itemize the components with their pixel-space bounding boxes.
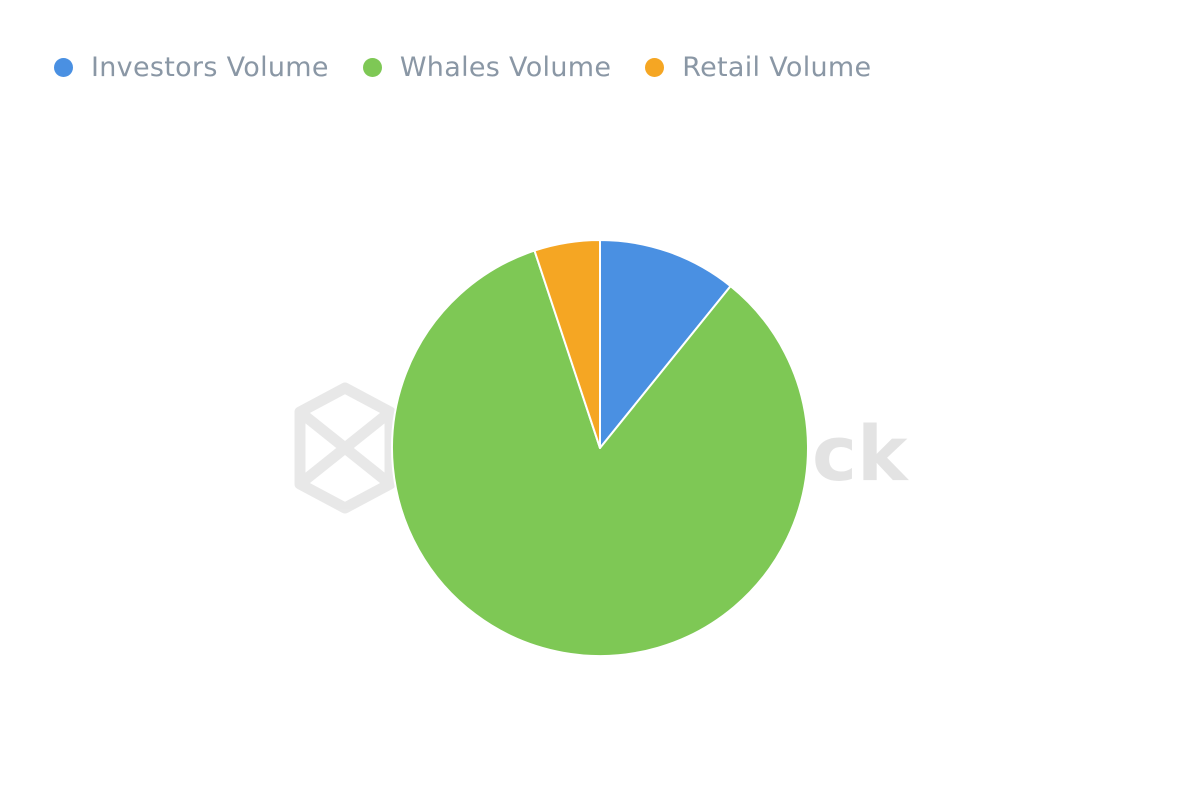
pie-slices bbox=[391, 239, 809, 657]
legend-item-retail-volume[interactable]: Retail Volume bbox=[645, 52, 871, 83]
pie-slice-retail-volume[interactable] bbox=[533, 239, 601, 449]
legend-label-investors-volume: Investors Volume bbox=[91, 52, 329, 83]
watermark-text: ck bbox=[812, 409, 909, 498]
legend: Investors Volume Whales Volume Retail Vo… bbox=[54, 52, 871, 83]
legend-dot-whales-volume bbox=[362, 58, 382, 77]
pie-slice-whales-volume[interactable] bbox=[391, 249, 809, 657]
legend-label-retail-volume: Retail Volume bbox=[682, 52, 872, 83]
pie-slice-investors-volume[interactable] bbox=[599, 239, 732, 449]
legend-dot-investors-volume bbox=[54, 58, 73, 77]
legend-item-whales-volume[interactable]: Whales Volume bbox=[362, 52, 612, 83]
watermark-logo bbox=[294, 382, 396, 514]
legend-dot-retail-volume bbox=[645, 58, 665, 77]
legend-label-whales-volume: Whales Volume bbox=[399, 52, 612, 83]
legend-item-investors-volume[interactable]: Investors Volume bbox=[54, 52, 329, 83]
